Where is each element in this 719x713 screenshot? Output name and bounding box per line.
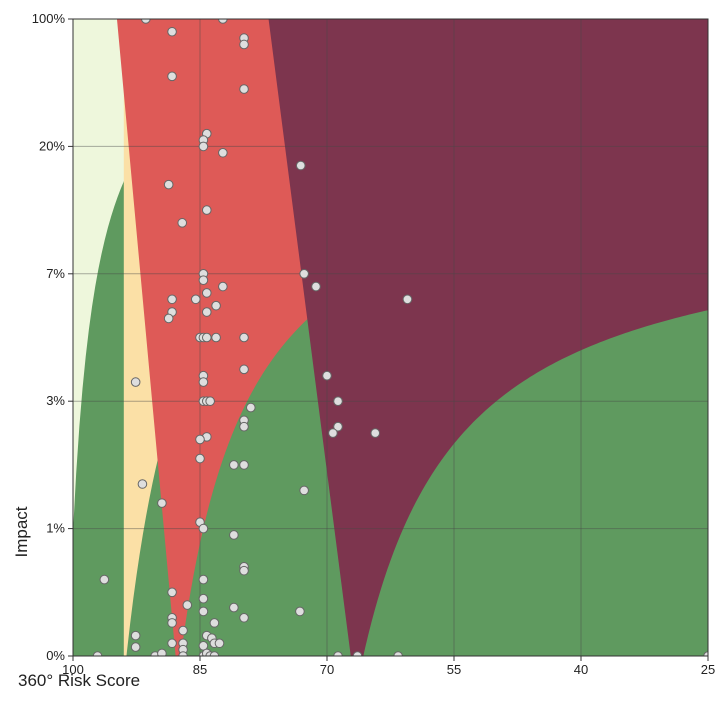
data-point [239,39,249,50]
data-point [182,600,193,610]
y-tick-label: 7% [46,266,65,281]
x-tick-label: 55 [447,662,461,677]
data-point [198,593,209,604]
data-point [218,19,228,24]
data-point [703,651,708,656]
data-point [218,281,228,292]
data-point [198,606,209,617]
plot-border [72,18,709,657]
data-point [211,300,221,311]
data-point [239,364,249,375]
data-point [92,651,103,656]
data-point [195,434,205,445]
data-point [157,648,167,656]
data-point [239,421,249,432]
data-point [130,630,141,641]
data-point [167,26,177,37]
x-tick-label: 40 [574,662,588,677]
data-point [205,396,215,407]
data-point [333,421,343,432]
data-point [239,84,249,94]
data-point [295,606,305,617]
x-tick-label: 85 [193,662,207,677]
data-point [201,205,212,215]
y-tick-label: 100% [32,11,66,26]
data-point [211,332,221,343]
x-tick-labels: 100 85 70 55 40 25 [62,656,715,677]
data-point [402,294,413,305]
data-point [201,332,212,343]
y-axis-title: Impact [12,506,31,557]
data-point [201,288,212,298]
data-point [163,313,174,324]
data-point [177,218,188,228]
data-point [246,402,256,413]
zone-critical [268,19,708,656]
data-point [328,428,338,438]
data-point [239,460,249,470]
y-tick-label: 3% [46,393,65,408]
data-point [198,523,209,534]
data-point [218,147,228,158]
data-point [370,428,381,438]
data-point [239,332,249,343]
data-point [333,651,343,656]
data-point [178,651,188,656]
y-tick-labels: 0% 1% 3% 7% 20% 100% [32,11,73,663]
x-tick-label: 70 [320,662,334,677]
data-point [167,294,177,305]
data-points [92,19,708,656]
data-point [239,612,249,623]
risk-zones [73,19,708,656]
data-point [299,485,309,496]
data-point [229,460,239,470]
data-point [163,179,174,190]
data-point [311,281,321,292]
data-point [322,370,332,381]
y-tick-label: 20% [39,138,65,153]
data-point [209,651,220,656]
data-point [393,651,403,656]
data-point [99,574,110,585]
y-tick-label: 1% [46,521,65,536]
data-point [141,19,151,24]
x-tick-label: 25 [701,662,715,677]
data-point [198,141,209,152]
data-point [167,638,177,649]
data-point [299,269,309,279]
x-tick-label: 100 [62,662,84,677]
data-point [195,453,205,464]
data-point [167,618,177,628]
data-point [209,618,220,628]
data-point [190,294,201,305]
data-point [239,565,249,576]
data-point [229,530,239,540]
data-point [198,377,209,387]
x-axis-title: 360° Risk Score [18,671,140,690]
data-point [295,160,306,171]
y-tick-label: 0% [46,648,65,663]
data-point [157,498,167,508]
data-point [178,625,188,636]
data-point [214,638,225,649]
data-point [198,275,209,285]
data-point [130,642,141,652]
data-point [201,307,212,317]
data-point [333,396,343,407]
data-point [137,479,148,489]
data-point [167,587,177,598]
data-point [229,602,239,613]
data-point [352,651,363,656]
data-point [130,377,141,387]
data-point [167,71,177,82]
data-point [198,574,209,585]
